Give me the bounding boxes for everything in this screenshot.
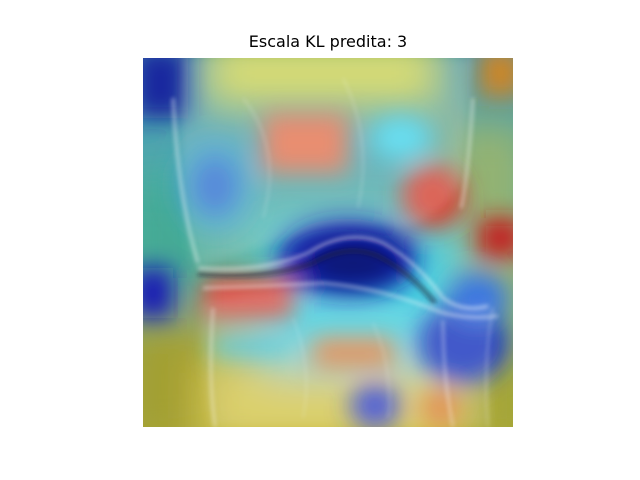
heatmap-image-panel	[143, 58, 513, 427]
xray-bone-overlay	[180, 58, 493, 427]
figure-title: Escala KL predita: 3	[248, 32, 408, 51]
gradcam-heatmap-image	[143, 58, 513, 427]
